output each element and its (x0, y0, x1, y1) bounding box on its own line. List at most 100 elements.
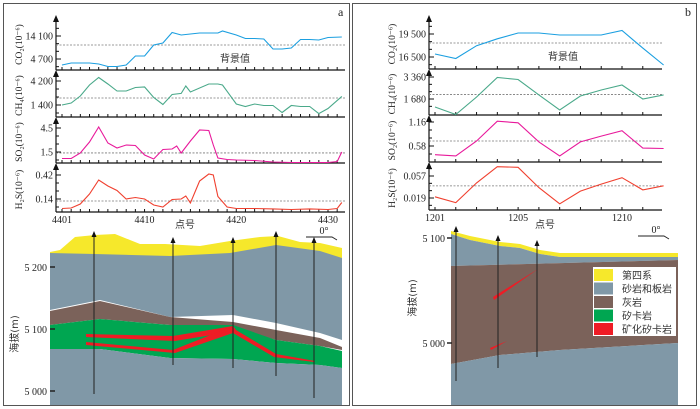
mineralized-skarn-vein (86, 326, 315, 362)
axis-arrow-icon (53, 117, 59, 124)
y-axis-label: CH₄(10⁻⁶) (14, 75, 25, 116)
background-value-label: 背景值 (220, 52, 250, 65)
arrow-up-icon (273, 231, 279, 237)
panel-a-frame (3, 3, 350, 406)
legend-label: 砂岩和板岩 (622, 283, 672, 296)
legend-swatch-quaternary (594, 269, 613, 281)
y-tick-label: 4 200 (31, 77, 54, 88)
y-tick-label: 0.58 (409, 142, 427, 153)
subplot-ch4: 4 200 1 400 CH₄(10⁻⁶) (14, 70, 345, 118)
arrow-up-icon (495, 235, 501, 241)
legend-label: 灰岩 (622, 296, 642, 309)
x-axis-label: 点号 (175, 219, 195, 231)
y-axis-label: CO₂(10⁻⁶) (14, 24, 25, 65)
panel-label-a: a (338, 5, 344, 19)
series-line-co2 (434, 29, 664, 66)
axis-arrow-icon (53, 70, 59, 77)
layer-sandstone-slate-upper (451, 234, 678, 266)
axis-arrow-icon (426, 15, 432, 22)
series-line-h2s (61, 173, 343, 211)
section-b-y-label: 海拔(m) (406, 279, 419, 317)
series-line-co2 (61, 30, 342, 68)
subplot-h2s: 0.42 0.14 H₂S(10⁻⁶) (14, 163, 345, 213)
legend-label: 矽卡岩 (622, 310, 652, 323)
y-tick-label: 4 700 (31, 55, 54, 66)
section-b-y-tick: 5 100 (423, 234, 446, 245)
y-tick-label: 1 680 (404, 95, 427, 106)
arrow-up-icon (311, 237, 317, 243)
series-line-so2 (62, 125, 343, 164)
axis-arrow-icon (53, 15, 59, 22)
section-a-y-tick: 5 000 (25, 387, 48, 398)
legend-swatch-limestone (594, 296, 613, 308)
x-tick-label: 4430 (318, 215, 338, 226)
y-tick-label: 4.5 (41, 124, 54, 135)
arrow-up-icon (91, 231, 97, 237)
arrow-up-icon (230, 237, 236, 243)
x-tick-label: 1205 (508, 213, 528, 224)
y-tick-label: 3 360 (404, 73, 427, 84)
section-a-y-label: 海拔(m) (8, 315, 21, 353)
series-line-so2 (434, 120, 664, 157)
axis-arrow-icon (426, 69, 432, 76)
y-tick-label: 1.16 (409, 118, 427, 129)
legend-label: 第四系 (622, 269, 652, 282)
y-tick-label: 0.019 (404, 194, 427, 205)
legend-label: 矿化矽卡岩 (622, 323, 672, 336)
layer-sandstone-slate-lower (451, 343, 678, 405)
series-line-ch4 (434, 76, 664, 116)
mineralized-skarn-vein (493, 269, 538, 300)
y-tick-label: 1 400 (31, 101, 54, 112)
y-tick-label: 16 500 (399, 53, 427, 64)
series-line-h2s (434, 166, 664, 205)
legend-swatch-skarn (594, 309, 613, 322)
orientation-label: 0° (652, 225, 661, 236)
axis-arrow-icon (426, 162, 432, 169)
y-axis-label: SO₂(10⁻⁶) (14, 122, 25, 162)
orientation-arrow-icon (638, 235, 670, 240)
x-tick-label: 1201 (425, 213, 445, 224)
panel-b-frame (352, 3, 697, 406)
layer-sandstone-slate-upper (50, 245, 342, 340)
y-axis-label: H₂S(10⁻⁶) (387, 168, 398, 208)
y-tick-label: 0.42 (36, 171, 54, 182)
cross-section-a: 5 200 5 100 5 000 海拔(m) (8, 231, 342, 405)
subplot-so2: 4.5 1.5 SO₂(10⁻⁶) (14, 117, 345, 164)
arrow-up-icon (453, 226, 459, 232)
section-b-y-tick: 5 000 (423, 339, 446, 350)
subplot-ch4: 3 360 1 680 CH₄(10⁻⁶) (387, 69, 664, 116)
x-tick-label: 4410 (135, 215, 155, 226)
y-axis-label: H₂S(10⁻⁶) (14, 170, 25, 210)
orientation-label: 0° (320, 226, 329, 237)
y-tick-label: 0.057 (404, 172, 427, 183)
y-tick-label: 1.5 (41, 148, 54, 159)
mineralized-skarn-vein (86, 326, 233, 341)
y-axis-label: CO₂(10⁻⁶) (387, 24, 398, 65)
x-tick-label: 4420 (226, 215, 246, 226)
x-tick-label: 1210 (612, 213, 632, 224)
x-axis-label: 点号 (535, 219, 555, 231)
section-b-y-axis (447, 237, 452, 344)
section-a-y-tick: 5 100 (25, 325, 48, 336)
subplot-co2: 14 100 4 700 CO₂(10⁻⁶) (14, 15, 345, 71)
y-tick-label: 19 500 (399, 30, 427, 41)
section-a-y-axis (50, 266, 55, 392)
y-tick-label: 14 100 (26, 32, 54, 43)
layer-quaternary (451, 231, 678, 257)
background-value-label: 背景值 (548, 50, 578, 63)
x-tick-label: 4401 (52, 215, 72, 226)
section-a-y-tick: 5 200 (25, 263, 48, 274)
orientation-arrow-icon (306, 236, 338, 241)
legend-swatch-mineralized_skarn (594, 323, 613, 335)
arrow-up-icon (534, 240, 540, 246)
subplot-so2: 1.16 0.58 SO₂(10⁻⁶) (387, 115, 664, 163)
axis-arrow-icon (53, 163, 59, 170)
series-line-ch4 (61, 76, 343, 115)
subplot-h2s: 0.057 0.019 H₂S(10⁻⁶) (387, 162, 664, 211)
y-axis-label: SO₂(10⁻⁶) (387, 121, 398, 161)
